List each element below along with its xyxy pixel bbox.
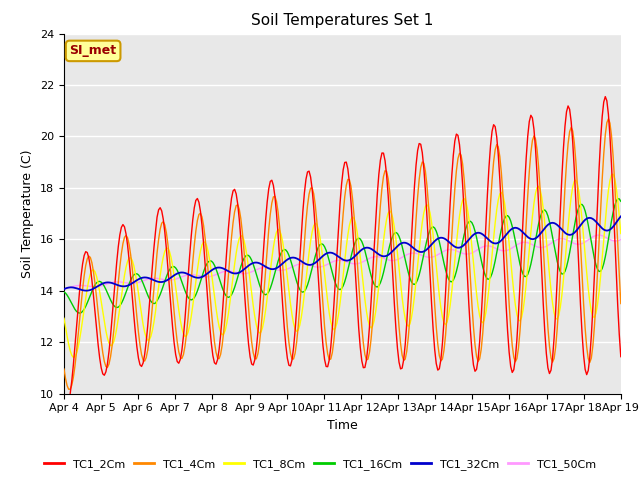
Legend: TC1_2Cm, TC1_4Cm, TC1_8Cm, TC1_16Cm, TC1_32Cm, TC1_50Cm: TC1_2Cm, TC1_4Cm, TC1_8Cm, TC1_16Cm, TC1…: [40, 455, 600, 474]
Text: SI_met: SI_met: [70, 44, 116, 58]
X-axis label: Time: Time: [327, 419, 358, 432]
Title: Soil Temperatures Set 1: Soil Temperatures Set 1: [252, 13, 433, 28]
Y-axis label: Soil Temperature (C): Soil Temperature (C): [22, 149, 35, 278]
